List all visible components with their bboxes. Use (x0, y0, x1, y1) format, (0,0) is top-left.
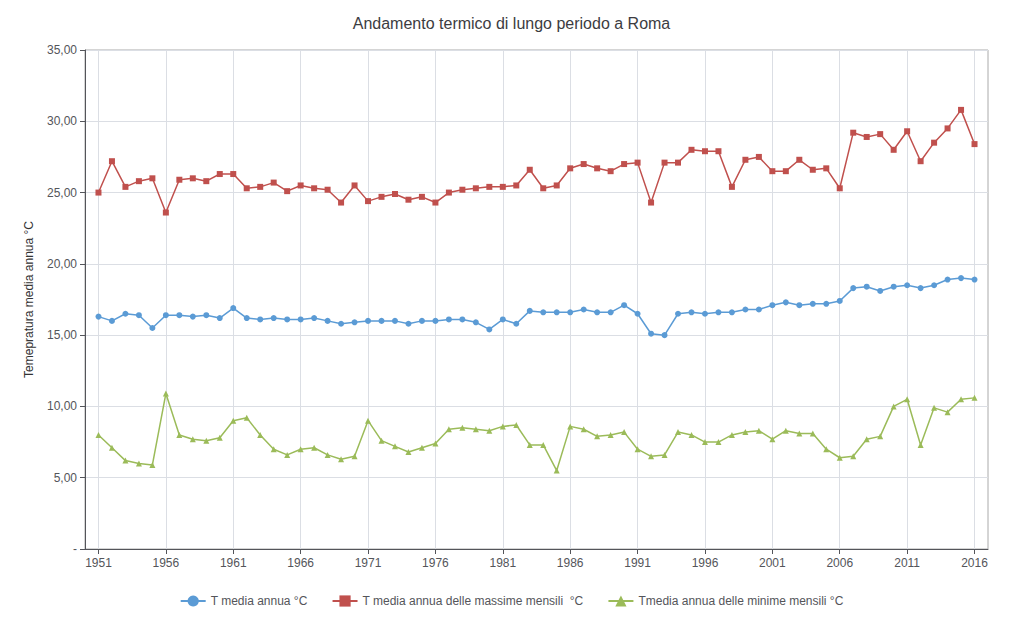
svg-text:10,00: 10,00 (47, 399, 77, 413)
svg-text:2006: 2006 (826, 556, 853, 570)
svg-text:1986: 1986 (557, 556, 584, 570)
svg-text:2016: 2016 (961, 556, 988, 570)
svg-text:2001: 2001 (759, 556, 786, 570)
svg-text:Andamento termico di lungo per: Andamento termico di lungo periodo a Rom… (353, 15, 671, 32)
svg-text:1956: 1956 (153, 556, 180, 570)
svg-text:1976: 1976 (422, 556, 449, 570)
svg-text:1961: 1961 (220, 556, 247, 570)
svg-text:30,00: 30,00 (47, 114, 77, 128)
svg-text:1991: 1991 (624, 556, 651, 570)
svg-text:1996: 1996 (692, 556, 719, 570)
svg-text:T media annua delle massime me: T media annua delle massime mensili °C (363, 594, 584, 608)
svg-text:2011: 2011 (894, 556, 920, 570)
svg-text:1951: 1951 (85, 556, 112, 570)
svg-text:Temepratura media annua °C: Temepratura media annua °C (22, 221, 36, 378)
svg-text:1966: 1966 (287, 556, 314, 570)
svg-text:35,00: 35,00 (47, 43, 77, 57)
svg-text:20,00: 20,00 (47, 257, 77, 271)
svg-text:-: - (73, 542, 77, 556)
svg-text:T media annua °C: T media annua °C (211, 594, 308, 608)
svg-text:1971: 1971 (355, 556, 382, 570)
svg-text:Tmedia annua delle minime mens: Tmedia annua delle minime mensili °C (638, 594, 843, 608)
svg-text:1981: 1981 (489, 556, 516, 570)
svg-text:15,00: 15,00 (47, 328, 77, 342)
svg-text:5,00: 5,00 (54, 471, 78, 485)
svg-text:25,00: 25,00 (47, 186, 77, 200)
